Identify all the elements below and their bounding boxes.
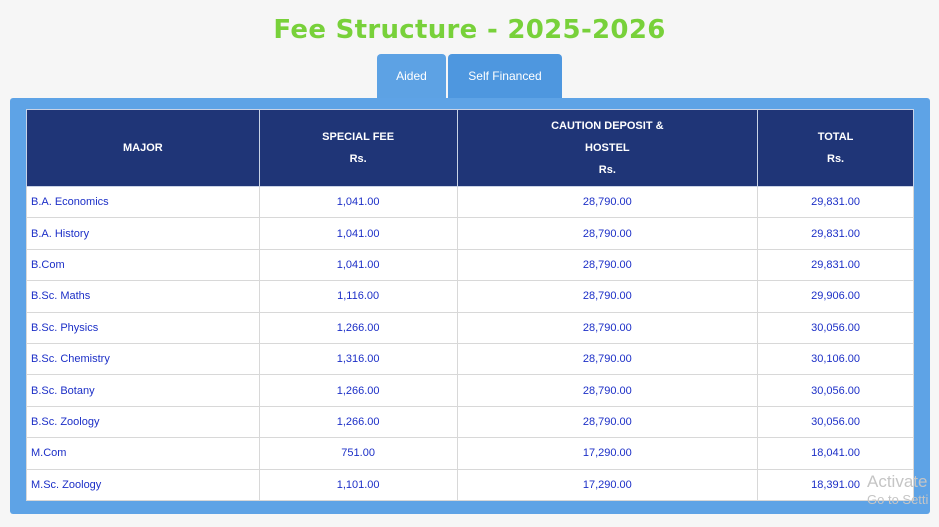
cell-total: 29,831.00 — [757, 217, 914, 250]
cell-major: M.Com — [26, 437, 260, 470]
header-caution-label-1: CAUTION DEPOSIT & — [551, 120, 664, 132]
cell-total: 29,831.00 — [757, 248, 914, 282]
table-row: B.Sc. Maths 1,116.00 28,790.00 29,906.00 — [26, 280, 914, 313]
cell-caution-deposit: 28,790.00 — [456, 248, 759, 282]
table-row: M.Com 751.00 17,290.00 18,041.00 — [26, 437, 914, 470]
cell-total: 29,906.00 — [757, 280, 914, 313]
cell-major: B.Com — [26, 248, 260, 282]
activation-watermark: Activate Go to Setti — [867, 472, 928, 508]
cell-total: 30,056.00 — [757, 374, 914, 407]
header-major: MAJOR — [26, 109, 260, 187]
cell-special-fee: 1,041.00 — [258, 248, 458, 282]
header-special-fee-label: SPECIAL FEE — [322, 131, 395, 143]
cell-caution-deposit: 17,290.00 — [456, 437, 759, 470]
table-row: B.Sc. Botany 1,266.00 28,790.00 30,056.0… — [26, 374, 914, 407]
tab-aided[interactable]: Aided — [377, 54, 446, 98]
cell-special-fee: 1,101.00 — [258, 468, 458, 501]
cell-major: B.Sc. Maths — [26, 280, 260, 313]
cell-major: B.A. Economics — [26, 185, 260, 219]
header-caution-deposit: CAUTION DEPOSIT & HOSTEL Rs. — [456, 109, 759, 187]
watermark-line-2: Go to Setti — [867, 492, 929, 507]
cell-major: B.Sc. Chemistry — [26, 342, 260, 376]
cell-special-fee: 1,041.00 — [258, 217, 458, 250]
cell-total: 30,056.00 — [757, 405, 914, 439]
header-major-label: MAJOR — [123, 142, 163, 154]
header-total-unit: Rs. — [827, 153, 845, 165]
cell-special-fee: 1,266.00 — [258, 311, 458, 344]
watermark-line-1: Activate — [867, 472, 928, 491]
cell-caution-deposit: 28,790.00 — [456, 185, 759, 219]
table-row: B.A. Economics 1,041.00 28,790.00 29,831… — [26, 185, 914, 219]
tab-bar: Aided Self Financed — [377, 54, 562, 98]
table-row: B.Sc. Physics 1,266.00 28,790.00 30,056.… — [26, 311, 914, 344]
cell-caution-deposit: 28,790.00 — [456, 311, 759, 344]
cell-total: 18,391.00 — [757, 468, 914, 501]
header-caution-unit: Rs. — [598, 164, 616, 176]
cell-total: 30,056.00 — [757, 311, 914, 344]
cell-special-fee: 1,266.00 — [258, 374, 458, 407]
cell-special-fee: 1,041.00 — [258, 185, 458, 219]
cell-caution-deposit: 17,290.00 — [456, 468, 759, 501]
cell-caution-deposit: 28,790.00 — [456, 342, 759, 376]
cell-total: 29,831.00 — [757, 185, 914, 219]
table-row: B.Com 1,041.00 28,790.00 29,831.00 — [26, 248, 914, 282]
table-row: M.Sc. Zoology 1,101.00 17,290.00 18,391.… — [26, 468, 914, 501]
cell-special-fee: 751.00 — [258, 437, 458, 470]
cell-caution-deposit: 28,790.00 — [456, 280, 759, 313]
cell-caution-deposit: 28,790.00 — [456, 405, 759, 439]
tab-self-financed[interactable]: Self Financed — [448, 54, 562, 98]
cell-special-fee: 1,116.00 — [258, 280, 458, 313]
page-title: Fee Structure - 2025-2026 — [273, 15, 666, 45]
cell-total: 18,041.00 — [757, 437, 914, 470]
header-total-label: TOTAL — [817, 131, 854, 143]
header-total: TOTAL Rs. — [757, 109, 914, 187]
cell-major: B.A. History — [26, 217, 260, 250]
cell-special-fee: 1,266.00 — [258, 405, 458, 439]
cell-caution-deposit: 28,790.00 — [456, 217, 759, 250]
cell-caution-deposit: 28,790.00 — [456, 374, 759, 407]
table-row: B.A. History 1,041.00 28,790.00 29,831.0… — [26, 217, 914, 250]
cell-major: B.Sc. Zoology — [26, 405, 260, 439]
cell-special-fee: 1,316.00 — [258, 342, 458, 376]
cell-major: M.Sc. Zoology — [26, 468, 260, 501]
table-body: B.A. Economics 1,041.00 28,790.00 29,831… — [26, 185, 914, 501]
header-caution-label-2: HOSTEL — [585, 142, 630, 154]
fee-table: MAJOR SPECIAL FEE Rs. CAUTION DEPOSIT & … — [26, 109, 914, 501]
header-special-fee-unit: Rs. — [349, 153, 367, 165]
fee-table-panel: MAJOR SPECIAL FEE Rs. CAUTION DEPOSIT & … — [10, 98, 930, 514]
header-special-fee: SPECIAL FEE Rs. — [258, 109, 458, 187]
cell-major: B.Sc. Physics — [26, 311, 260, 344]
table-row: B.Sc. Zoology 1,266.00 28,790.00 30,056.… — [26, 405, 914, 439]
cell-total: 30,106.00 — [757, 342, 914, 376]
table-header-row: MAJOR SPECIAL FEE Rs. CAUTION DEPOSIT & … — [26, 109, 914, 187]
cell-major: B.Sc. Botany — [26, 374, 260, 407]
table-row: B.Sc. Chemistry 1,316.00 28,790.00 30,10… — [26, 342, 914, 376]
